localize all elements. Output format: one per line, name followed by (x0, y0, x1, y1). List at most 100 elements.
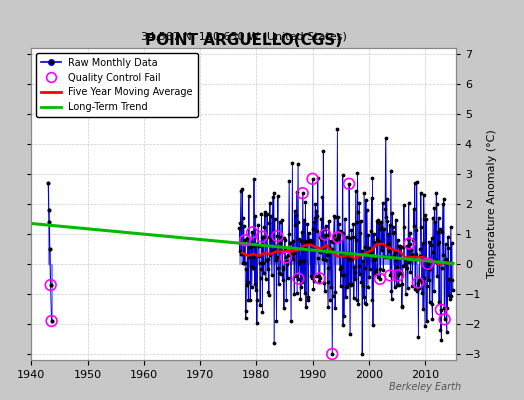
Point (354, 209, 362, 215)
Point (445, 292, 453, 298)
Point (316, 248, 324, 255)
Point (420, 215, 428, 222)
Point (392, 257, 400, 264)
Point (350, 295, 358, 302)
Point (349, 221, 357, 227)
Point (258, 234, 266, 240)
Point (386, 221, 394, 228)
Point (425, 238, 433, 245)
Point (269, 190, 278, 196)
Point (259, 260, 268, 266)
Point (424, 277, 433, 284)
Point (333, 126, 342, 132)
Point (401, 256, 409, 262)
Y-axis label: Temperature Anomaly (°C): Temperature Anomaly (°C) (487, 130, 497, 278)
Point (266, 251, 275, 258)
Point (411, 226, 420, 233)
Point (400, 202, 408, 208)
Point (359, 294, 368, 300)
Point (273, 233, 281, 239)
Point (437, 337, 445, 344)
Point (403, 284, 412, 291)
Point (288, 247, 296, 253)
Point (353, 219, 361, 225)
Point (348, 256, 356, 262)
Point (402, 265, 411, 272)
Point (354, 300, 363, 307)
Point (318, 245, 326, 252)
Point (436, 327, 444, 334)
Point (428, 301, 436, 308)
Point (432, 258, 440, 265)
Point (315, 275, 324, 282)
Point (247, 284, 256, 291)
Point (431, 257, 439, 263)
Point (356, 230, 365, 236)
Point (435, 239, 444, 246)
Point (334, 220, 343, 227)
Point (320, 226, 328, 233)
Point (367, 228, 375, 234)
Point (252, 287, 260, 293)
Point (343, 233, 351, 240)
Point (372, 270, 380, 276)
Point (397, 304, 406, 310)
Point (250, 176, 258, 182)
Point (413, 288, 422, 294)
Point (399, 244, 408, 250)
Point (419, 305, 427, 312)
Point (264, 289, 272, 295)
Point (357, 279, 365, 286)
Point (238, 186, 246, 192)
Point (391, 249, 399, 256)
Point (410, 180, 419, 187)
Point (436, 306, 445, 313)
Point (416, 246, 424, 252)
Point (272, 254, 281, 260)
Point (397, 244, 405, 250)
Point (309, 226, 317, 232)
Point (335, 231, 343, 238)
Point (276, 219, 284, 225)
Point (304, 296, 312, 303)
Point (344, 281, 353, 288)
Point (263, 234, 271, 240)
Point (357, 218, 365, 224)
Point (248, 264, 257, 271)
Point (379, 267, 387, 274)
Point (250, 243, 259, 250)
Point (423, 261, 432, 267)
Point (395, 243, 403, 250)
Point (429, 215, 437, 221)
Point (286, 240, 294, 246)
Point (257, 265, 265, 272)
Point (268, 236, 277, 242)
Point (304, 230, 313, 236)
Point (285, 231, 293, 238)
Point (380, 253, 388, 260)
Point (242, 308, 250, 314)
Point (394, 272, 402, 278)
Point (345, 235, 354, 241)
Point (336, 228, 344, 234)
Point (46, 246, 54, 252)
Point (314, 255, 322, 261)
Point (329, 239, 337, 245)
Point (265, 292, 273, 298)
Point (389, 229, 398, 236)
Point (271, 256, 280, 263)
Point (380, 254, 389, 260)
Point (422, 216, 431, 223)
Point (309, 286, 318, 292)
Point (388, 223, 397, 230)
Point (381, 135, 390, 141)
Point (345, 181, 353, 187)
Point (427, 242, 435, 249)
Point (297, 284, 305, 290)
Point (305, 238, 313, 244)
Point (252, 241, 260, 248)
Point (331, 304, 339, 311)
Point (374, 216, 383, 223)
Point (392, 217, 400, 223)
Point (370, 231, 378, 237)
